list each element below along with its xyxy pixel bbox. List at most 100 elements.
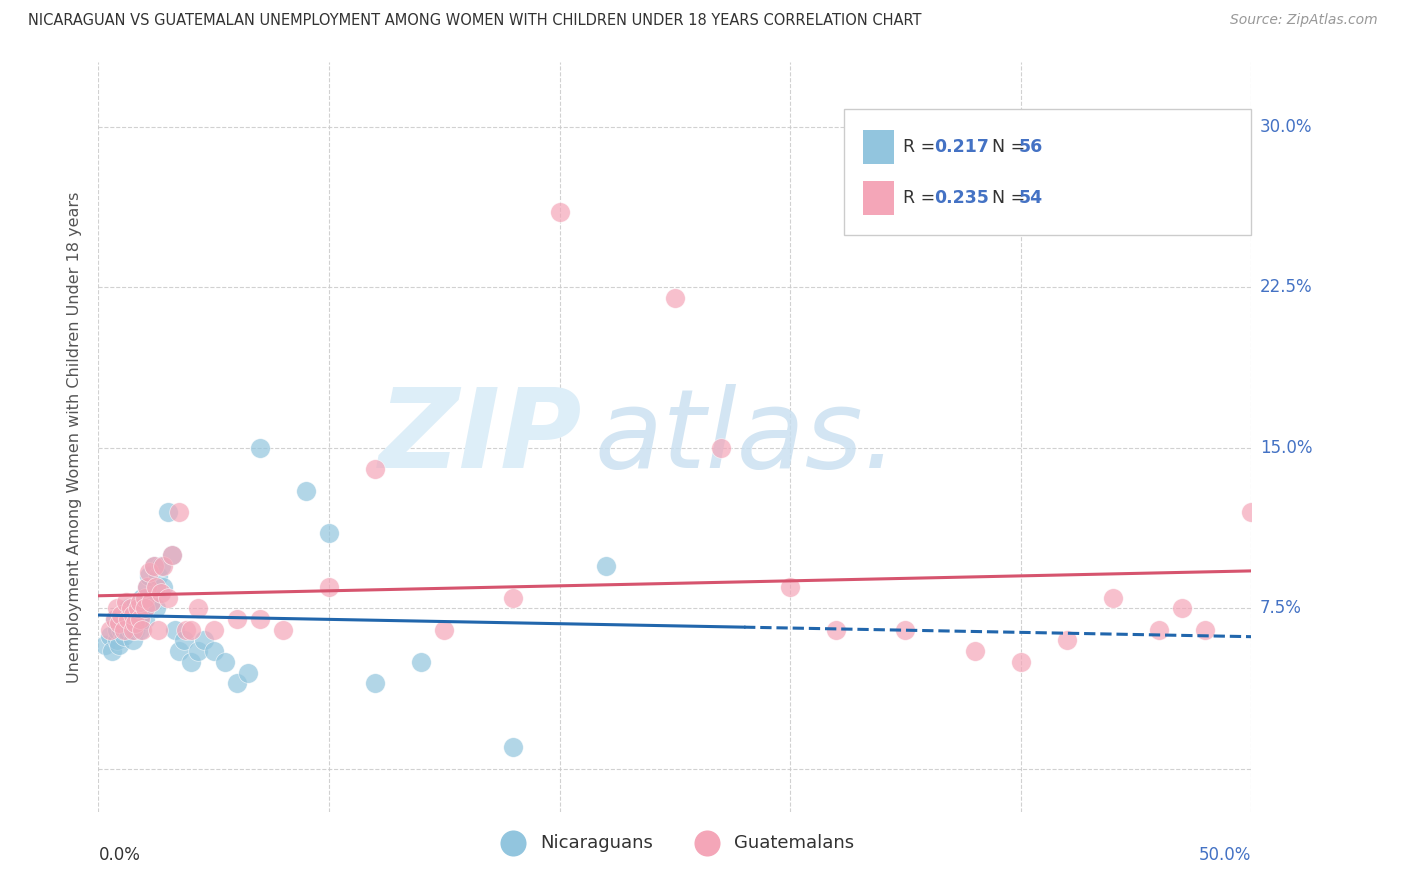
- Point: [160, 548, 183, 562]
- Point: [134, 591, 156, 605]
- Point: [894, 623, 917, 637]
- Point: [167, 505, 190, 519]
- Point: [502, 740, 524, 755]
- Point: [187, 601, 209, 615]
- Text: NICARAGUAN VS GUATEMALAN UNEMPLOYMENT AMONG WOMEN WITH CHILDREN UNDER 18 YEARS C: NICARAGUAN VS GUATEMALAN UNEMPLOYMENT AM…: [28, 13, 921, 29]
- Point: [127, 601, 149, 615]
- Point: [963, 644, 986, 658]
- Point: [131, 623, 153, 637]
- Point: [364, 676, 387, 690]
- Point: [149, 558, 172, 573]
- Point: [105, 633, 128, 648]
- Point: [110, 623, 132, 637]
- Point: [152, 558, 174, 573]
- Point: [94, 638, 117, 652]
- Point: [249, 612, 271, 626]
- Text: ZIP: ZIP: [380, 384, 582, 491]
- Point: [122, 633, 145, 648]
- Text: R =: R =: [903, 189, 941, 207]
- Point: [174, 623, 197, 637]
- Point: [156, 505, 179, 519]
- Text: 15.0%: 15.0%: [1260, 439, 1312, 457]
- Point: [238, 665, 260, 680]
- Point: [129, 595, 152, 609]
- Point: [318, 526, 340, 541]
- Y-axis label: Unemployment Among Women with Children Under 18 years: Unemployment Among Women with Children U…: [67, 192, 83, 682]
- Point: [318, 580, 340, 594]
- Point: [115, 607, 138, 622]
- Point: [1147, 623, 1170, 637]
- Point: [187, 644, 209, 658]
- Point: [120, 601, 142, 615]
- Point: [115, 595, 138, 609]
- Point: [108, 638, 131, 652]
- Point: [103, 612, 125, 626]
- Point: [122, 616, 145, 631]
- Point: [122, 601, 145, 615]
- Point: [120, 623, 142, 637]
- Point: [295, 483, 318, 498]
- Point: [105, 601, 128, 615]
- Point: [117, 612, 139, 626]
- Text: 50.0%: 50.0%: [1199, 847, 1251, 864]
- Point: [98, 623, 121, 637]
- Point: [411, 655, 433, 669]
- Point: [149, 586, 172, 600]
- Point: [202, 644, 225, 658]
- Point: [1194, 623, 1216, 637]
- Point: [433, 623, 456, 637]
- Point: [1010, 655, 1032, 669]
- Point: [134, 601, 156, 615]
- Point: [145, 580, 167, 594]
- Point: [167, 644, 190, 658]
- Text: R =: R =: [903, 137, 941, 155]
- Point: [131, 591, 153, 605]
- Point: [548, 205, 571, 219]
- Text: N =: N =: [981, 189, 1031, 207]
- Point: [134, 601, 156, 615]
- Point: [115, 623, 138, 637]
- Point: [129, 623, 152, 637]
- Point: [141, 595, 163, 609]
- Point: [173, 633, 195, 648]
- Point: [112, 616, 135, 631]
- Point: [779, 580, 801, 594]
- Point: [364, 462, 387, 476]
- Point: [664, 291, 686, 305]
- Text: 0.0%: 0.0%: [98, 847, 141, 864]
- Point: [825, 623, 848, 637]
- Text: Source: ZipAtlas.com: Source: ZipAtlas.com: [1230, 13, 1378, 28]
- Point: [148, 569, 170, 583]
- Point: [134, 612, 156, 626]
- Point: [127, 601, 149, 615]
- Point: [101, 644, 124, 658]
- Point: [1240, 505, 1263, 519]
- Point: [142, 558, 165, 573]
- Point: [138, 569, 160, 583]
- Point: [225, 612, 247, 626]
- Point: [112, 623, 135, 637]
- Point: [1171, 601, 1194, 615]
- Point: [595, 558, 617, 573]
- Point: [271, 623, 294, 637]
- Legend: Nicaraguans, Guatemalans: Nicaraguans, Guatemalans: [488, 827, 862, 859]
- Point: [117, 612, 139, 626]
- Point: [124, 612, 146, 626]
- Point: [135, 580, 157, 594]
- Point: [193, 633, 215, 648]
- Point: [122, 623, 145, 637]
- Point: [110, 612, 132, 626]
- Point: [1102, 591, 1125, 605]
- Point: [141, 595, 163, 609]
- Point: [180, 623, 202, 637]
- Point: [249, 441, 271, 455]
- Text: 0.217: 0.217: [934, 137, 990, 155]
- Point: [502, 591, 524, 605]
- Point: [124, 623, 146, 637]
- Point: [710, 441, 733, 455]
- Point: [148, 623, 170, 637]
- Point: [160, 548, 183, 562]
- Point: [127, 616, 149, 631]
- Text: 22.5%: 22.5%: [1260, 278, 1312, 296]
- Point: [129, 612, 152, 626]
